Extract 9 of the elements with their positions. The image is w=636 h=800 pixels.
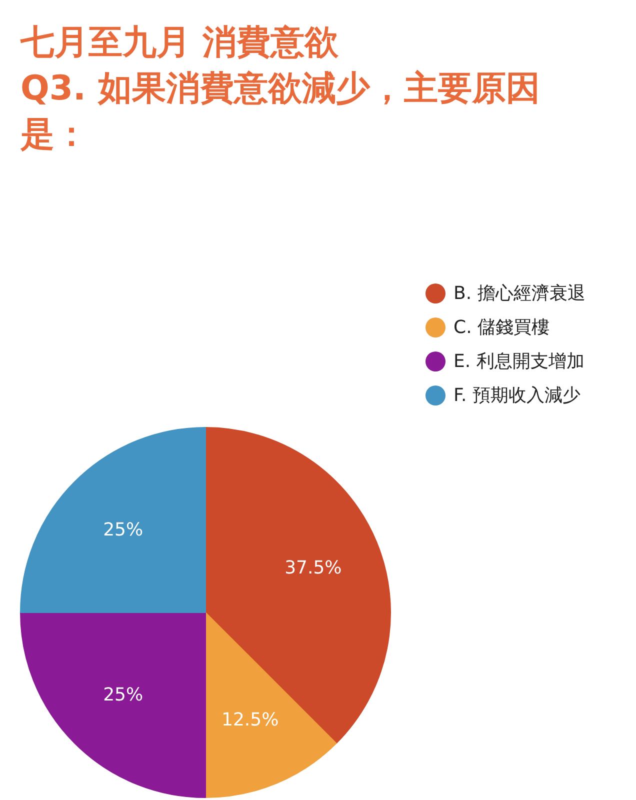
- data-label: 25%: [103, 684, 144, 706]
- legend-label: B. 擔心經濟衰退: [454, 283, 586, 304]
- data-label: 25%: [103, 520, 144, 541]
- data-label: 37.5%: [284, 557, 342, 578]
- legend-label: C. 儲錢買樓: [454, 317, 550, 338]
- legend-label: E. 利息開支增加: [454, 351, 584, 372]
- data-label: 12.5%: [222, 710, 279, 731]
- legend-label: F. 預期收入減少: [454, 385, 580, 406]
- chart-title: 七月至九月 消費意欲 Q3. 如果消費意欲減少，主要原因是：: [20, 22, 540, 154]
